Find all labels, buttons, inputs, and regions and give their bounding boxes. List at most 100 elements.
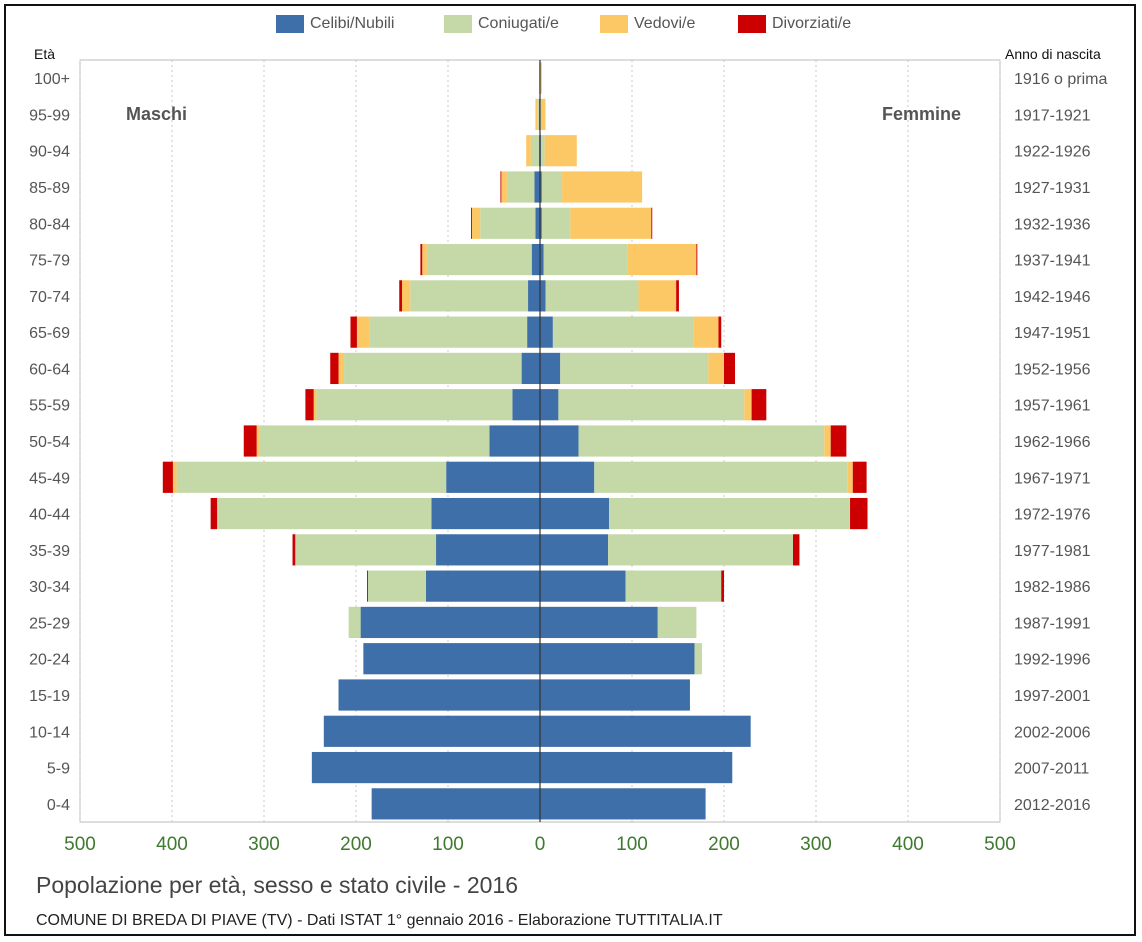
birth-year-label: 1977-1981 (1014, 543, 1091, 560)
bar-male (471, 207, 472, 239)
legend-label: Celibi/Nubili (310, 15, 395, 32)
bar-female (541, 207, 571, 239)
birth-year-label: 1967-1971 (1014, 470, 1091, 487)
bar-female (830, 425, 847, 457)
age-label: 10-14 (29, 724, 70, 741)
bar-male (330, 352, 339, 385)
birth-year-label: 2007-2011 (1014, 761, 1089, 778)
bar-female (540, 570, 626, 602)
bar-male (295, 534, 437, 566)
bar-male (537, 98, 540, 131)
bar-male (369, 316, 528, 348)
bar-female (541, 171, 563, 203)
bar-female (849, 497, 851, 530)
bar-male (313, 389, 317, 421)
birth-year-label: 1917-1921 (1014, 107, 1091, 124)
bar-male (176, 461, 447, 493)
age-label: 40-44 (29, 507, 70, 524)
bar-female (560, 352, 709, 385)
legend-label: Vedovi/e (634, 15, 696, 32)
bar-male (367, 570, 426, 602)
legend-swatch (738, 15, 766, 33)
birth-year-label: 2012-2016 (1014, 797, 1091, 814)
birth-year-label: 1922-1926 (1014, 144, 1091, 161)
bar-female (847, 461, 853, 493)
bar-male (480, 207, 536, 239)
bar-female (540, 461, 595, 493)
x-tick-label: 500 (64, 834, 96, 855)
bar-female (558, 389, 745, 421)
birth-year-axis-title: Anno di nascita (1005, 46, 1101, 62)
birth-year-label: 1987-1991 (1014, 615, 1091, 632)
chart-frame: 500 400 300 200 100 0 100 200 300 400 500 Maschi Fem… (4, 4, 1136, 936)
age-axis-title: Età (34, 46, 56, 62)
birth-year-label: 1982-1986 (1014, 579, 1091, 596)
bar-male (425, 570, 540, 602)
legend-label: Divorziati/e (772, 15, 852, 32)
bar-male (356, 316, 370, 348)
bar-male (512, 389, 540, 421)
bar-female (638, 280, 677, 312)
bar-female (540, 679, 690, 711)
bar-male (363, 643, 540, 675)
bar-male (172, 461, 177, 493)
bar-male (217, 497, 432, 530)
birth-year-label: 1932-1936 (1014, 216, 1091, 233)
bar-female (609, 497, 850, 530)
bar-male (420, 243, 423, 276)
bar-female (540, 135, 545, 167)
bar-female (540, 534, 609, 566)
age-label: 55-59 (29, 398, 70, 415)
bar-male (402, 280, 411, 312)
bar-male (501, 171, 507, 203)
x-tick-label: 200 (340, 834, 372, 855)
age-label: 80-84 (29, 216, 70, 233)
age-label: 90-94 (29, 144, 70, 161)
bar-male (311, 751, 540, 784)
bar-male (350, 316, 357, 348)
age-label: 0-4 (47, 797, 70, 814)
bar-male (436, 534, 540, 566)
bar-male (500, 171, 502, 203)
age-label: 25-29 (29, 615, 70, 632)
age-label: 30-34 (29, 579, 70, 596)
bar-male (530, 135, 540, 167)
legend-item-celibi: Celibi/Nubili (276, 14, 394, 34)
bar-male (316, 389, 513, 421)
bar-female (540, 316, 553, 348)
bar-female (540, 62, 542, 94)
x-tick-label: 500 (984, 834, 1016, 855)
bar-female (540, 715, 751, 747)
bar-female (627, 243, 697, 276)
bar-male (534, 171, 540, 203)
birth-year-label: 1972-1976 (1014, 507, 1091, 524)
bar-female (570, 207, 652, 239)
bar-male (426, 243, 532, 276)
bar-male (526, 135, 531, 167)
age-label: 95-99 (29, 107, 70, 124)
age-label: 65-69 (29, 325, 70, 342)
birth-year-label: 1916 o prima (1014, 71, 1107, 88)
bar-female (694, 643, 702, 675)
bar-male (527, 316, 540, 348)
bar-female (793, 534, 800, 566)
bar-female (540, 497, 609, 530)
bar-female (625, 570, 722, 602)
birth-year-label: 1957-1961 (1014, 398, 1091, 415)
males-label: Maschi (126, 104, 187, 124)
bar-female (850, 497, 868, 530)
bar-male (422, 243, 427, 276)
bar-female (708, 352, 724, 385)
bar-male (323, 715, 540, 747)
population-pyramid-chart: 500 400 300 200 100 0 100 200 300 400 500 Maschi Fem… (29, 59, 1107, 855)
legend-swatch (276, 15, 304, 33)
females-label: Femmine (882, 104, 961, 124)
bar-female (540, 98, 546, 131)
bar-female (608, 534, 793, 566)
bar-male (410, 280, 529, 312)
age-label: 100+ (34, 71, 70, 88)
chart-subtitle: COMUNE DI BREDA DI PIAVE (TV) - Dati IST… (36, 912, 723, 929)
age-label: 50-54 (29, 434, 70, 451)
birth-year-label: 1952-1956 (1014, 361, 1091, 378)
bar-male (521, 352, 540, 385)
